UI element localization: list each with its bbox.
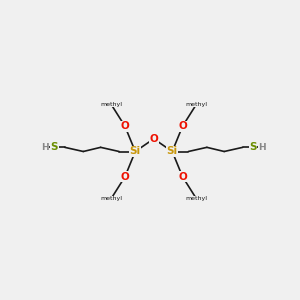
Text: H: H — [259, 143, 266, 152]
Text: Si: Si — [130, 146, 141, 157]
Text: S: S — [249, 142, 257, 152]
Text: methyl: methyl — [100, 196, 122, 201]
Text: O: O — [149, 134, 158, 144]
Text: O: O — [121, 121, 129, 131]
Text: Si: Si — [167, 146, 178, 157]
Text: methyl: methyl — [185, 102, 208, 106]
Text: H: H — [41, 143, 49, 152]
Text: S: S — [51, 142, 58, 152]
Text: O: O — [178, 172, 187, 182]
Text: methyl: methyl — [185, 196, 208, 201]
Text: O: O — [178, 121, 187, 131]
Text: methyl: methyl — [100, 102, 122, 106]
Text: O: O — [121, 172, 129, 182]
